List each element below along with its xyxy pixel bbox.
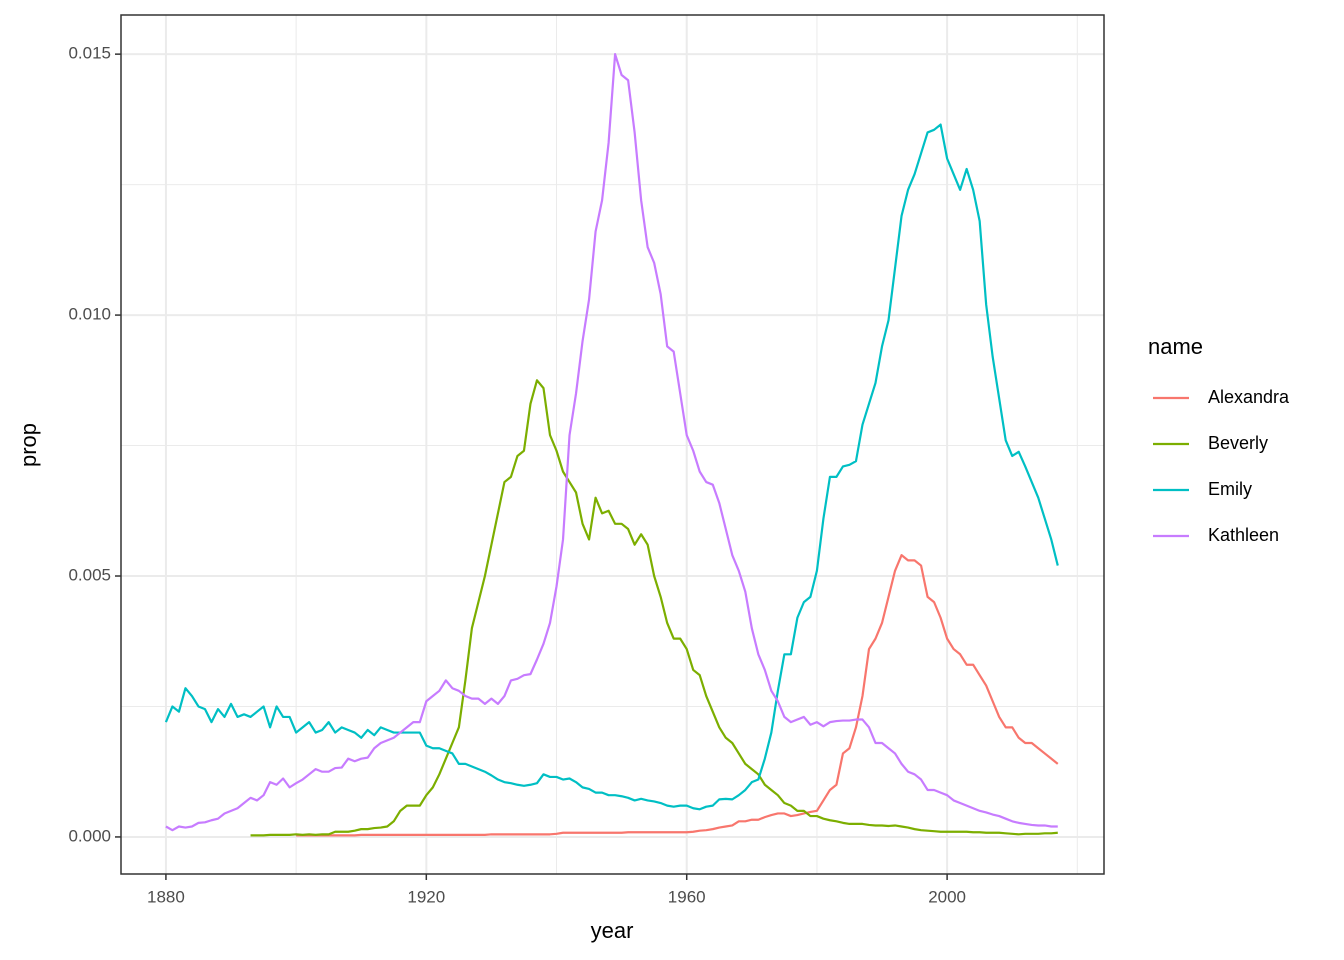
series-line [164, 123, 1059, 811]
series-line [296, 554, 1059, 837]
y-tick-label: 0.005 [68, 565, 111, 584]
legend-label: Emily [1208, 479, 1252, 499]
legend-title: name [1148, 334, 1203, 359]
x-tick-label: 1960 [668, 887, 706, 906]
x-tick-label: 1920 [407, 887, 445, 906]
legend-label: Beverly [1208, 433, 1268, 453]
panel-border [120, 14, 1105, 875]
y-tick-label: 0.000 [68, 826, 111, 845]
x-tick-label: 1880 [147, 887, 185, 906]
x-axis-title: year [591, 918, 634, 943]
x-tick-label: 2000 [928, 887, 966, 906]
y-axis-title: prop [16, 423, 41, 467]
y-tick-label: 0.010 [68, 305, 111, 324]
series-line [165, 53, 1058, 832]
series-line [250, 379, 1058, 837]
legend-label: Alexandra [1208, 387, 1290, 407]
y-tick-label: 0.015 [68, 44, 111, 63]
legend-label: Kathleen [1208, 525, 1279, 545]
